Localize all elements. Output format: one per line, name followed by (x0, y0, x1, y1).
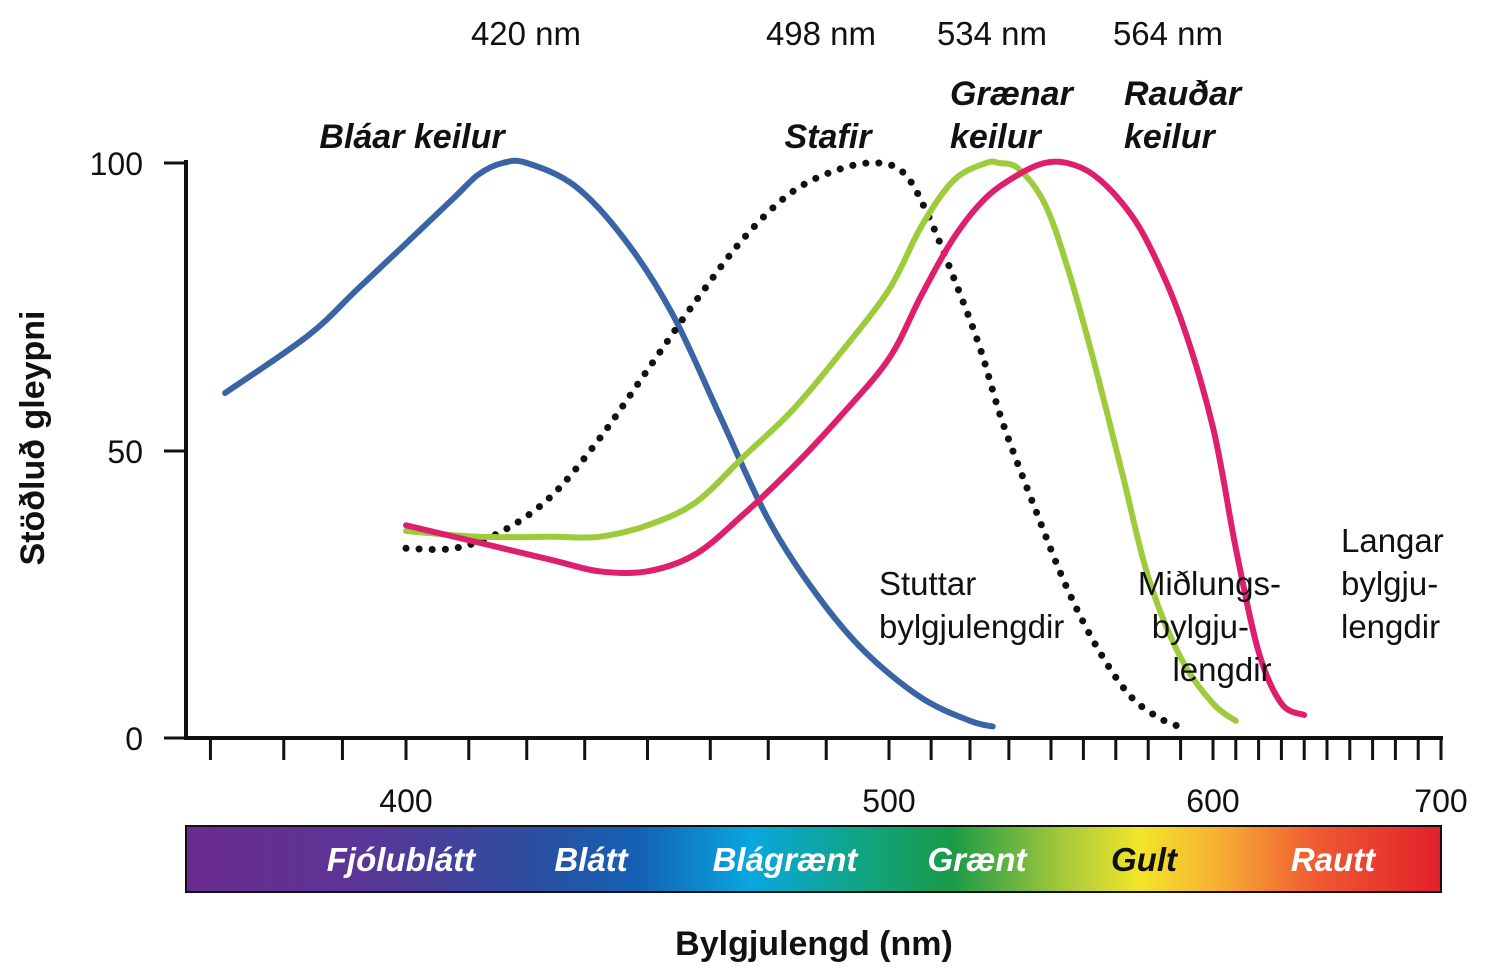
region-label-line: lengdir (1341, 608, 1440, 645)
region-label-line: Miðlungs- (1138, 565, 1281, 602)
series-label-line: Grænar (950, 75, 1075, 113)
peak-label-564: 564 nm (1113, 15, 1223, 52)
spectrum-label-cyan: Blágrænt (713, 841, 860, 878)
series-label-line: Rauðar (1124, 75, 1243, 113)
spectrum-label-blue: Blátt (554, 841, 629, 878)
spectrum-label-yellow: Gult (1111, 841, 1179, 878)
rods-curve (402, 159, 1185, 730)
x-tick-label-500: 500 (862, 783, 915, 819)
x-tick-label-400: 400 (379, 783, 432, 819)
x-ticks (208, 738, 1443, 760)
x-axis-title: Bylgjulengd (nm) (675, 925, 953, 963)
series-label-green-cones: Grænar keilur (950, 75, 1075, 156)
region-label-medium: Miðlungs- bylgju- lengdir (1138, 565, 1290, 688)
blue-cones-curve (222, 157, 996, 730)
region-label-line: lengdir (1172, 651, 1271, 688)
spectrum-label-violet: Fjólublátt (327, 841, 477, 878)
region-label-long: Langar bylgju- lengdir (1341, 522, 1453, 645)
region-label-line: bylgjulengdir (879, 608, 1064, 645)
peak-label-420: 420 nm (471, 15, 581, 52)
red-cones-curve (403, 158, 1308, 718)
series-label-line: keilur (950, 118, 1042, 156)
x-tick-label-600: 600 (1186, 783, 1239, 819)
region-label-line: bylgju- (1152, 608, 1249, 645)
peak-label-534: 534 nm (937, 15, 1047, 52)
series-label-line: keilur (1124, 118, 1216, 156)
region-label-line: bylgju- (1341, 565, 1438, 602)
spectrum-label-red: Rautt (1291, 841, 1377, 878)
spectrum-label-green: Grænt (928, 841, 1029, 878)
region-label-line: Langar (1341, 522, 1444, 559)
peak-label-498: 498 nm (766, 15, 876, 52)
series-labels: Bláar keilur Stafir Grænar keilur Rauðar k… (319, 75, 1243, 156)
y-tick-label-100: 100 (90, 146, 143, 182)
spectrum-bar (185, 825, 1442, 893)
y-ticks (164, 161, 186, 740)
x-tick-labels: 400 500 600 700 (379, 783, 1467, 819)
peak-labels: 420 nm 498 nm 534 nm 564 nm (471, 15, 1223, 52)
y-tick-label-50: 50 (107, 434, 143, 470)
region-label-short: Stuttar bylgjulengdir (879, 565, 1064, 645)
y-tick-labels: 100 50 0 (90, 146, 143, 757)
y-axis-title: Stöðluð gleypni (14, 311, 52, 566)
series-label-red-cones: Rauðar keilur (1124, 75, 1243, 156)
series-label-blue-cones: Bláar keilur (319, 118, 506, 156)
spectrum-band-labels: Fjólublátt Blátt Blágrænt Grænt Gult Rau… (327, 841, 1377, 878)
y-tick-label-0: 0 (125, 721, 143, 757)
x-tick-label-700: 700 (1414, 783, 1467, 819)
curves (222, 157, 1308, 730)
region-labels: Stuttar bylgjulengdir Miðlungs- bylgju- … (879, 522, 1453, 688)
series-label-rods: Stafir (785, 118, 874, 156)
region-label-line: Stuttar (879, 565, 976, 602)
green-cones-curve (403, 158, 1239, 724)
